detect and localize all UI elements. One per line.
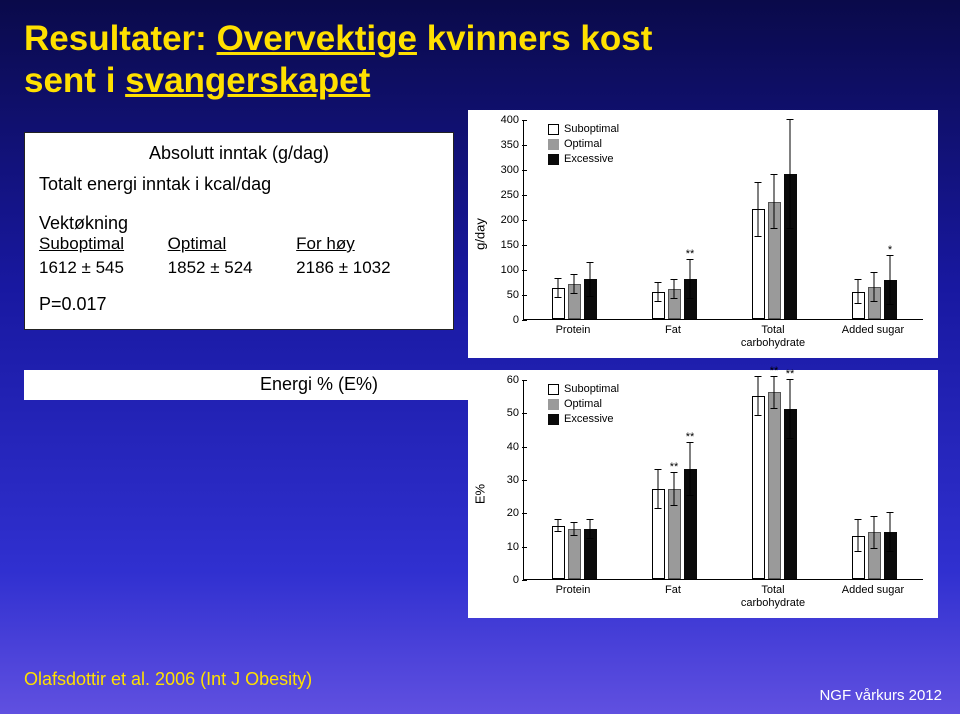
swatch-exc-icon [548,154,559,165]
ytick: 50 [494,407,519,419]
val-suboptimal: 1612 ± 545 [39,256,168,278]
error-bar [890,255,891,305]
sig-mark: ** [770,365,779,377]
legend-sub: Suboptimal [564,382,619,397]
swatch-opt-icon [548,399,559,410]
citation: Olafsdottir et al. 2006 (Int J Obesity) [24,669,312,690]
swatch-exc-icon [548,414,559,425]
sig-mark: ** [670,461,679,473]
col-suboptimal: Suboptimal [39,234,168,256]
error-bar [658,469,659,509]
title-part: sent i [24,61,125,100]
legend-1: Suboptimal Optimal Excessive [548,122,619,167]
legend-exc: Excessive [564,152,614,167]
sig-mark: ** [786,368,795,380]
legend-2: Suboptimal Optimal Excessive [548,382,619,427]
error-bar [558,278,559,298]
error-bar [758,182,759,237]
ytick: 300 [494,164,519,176]
error-bar [674,279,675,299]
absolute-intake-label: Absolutt inntak (g/dag) [39,143,439,164]
ytick: 150 [494,239,519,251]
error-bar [690,259,691,299]
xlabel: Protein [556,584,591,597]
error-bar [890,512,891,552]
val-optimal: 1852 ± 524 [168,256,297,278]
error-bar [558,519,559,532]
legend-opt: Optimal [564,137,602,152]
sig-mark: * [888,244,892,256]
ytick: 30 [494,474,519,486]
error-bar [774,174,775,229]
legend-exc: Excessive [564,412,614,427]
p-value: P=0.017 [39,294,439,315]
ytick: 60 [494,374,519,386]
bar-opt [568,529,581,579]
ytick: 0 [494,314,519,326]
weight-gain-label: Vektøkning [39,213,439,234]
ytick: 0 [494,574,519,586]
sig-mark: ** [686,431,695,443]
sig-mark: ** [686,248,695,260]
title-underline-2: svangerskapet [125,61,370,100]
ytick: 50 [494,289,519,301]
xlabel: Added sugar [842,584,904,597]
ytick: 100 [494,264,519,276]
title-part: kvinners kost [417,19,652,58]
xlabel: Totalcarbohydrate [741,584,805,609]
ytick: 200 [494,214,519,226]
energy-percent-label: Energi % (E%) [260,374,378,395]
error-bar [590,262,591,297]
course-footer: NGF vårkurs 2012 [819,687,942,704]
ylabel-epercent: E% [473,484,488,504]
intake-table: Suboptimal Optimal For høy 1612 ± 545 18… [39,234,439,278]
error-bar [874,516,875,549]
legend-sub: Suboptimal [564,122,619,137]
swatch-sub-icon [548,124,559,135]
ytick: 10 [494,541,519,553]
xlabel: Fat [665,584,681,597]
white-extension [24,370,468,400]
bar-opt [768,392,781,579]
xlabel: Fat [665,324,681,337]
ytick: 350 [494,139,519,151]
slide-title: Resultater: Overvektige kvinners kost se… [24,18,652,102]
swatch-opt-icon [548,139,559,150]
chart-gday: g/day *** Suboptimal Optimal Excessive 0… [468,110,938,358]
bar-sub [552,526,565,579]
error-bar [590,519,591,539]
error-bar [658,282,659,302]
error-bar [574,522,575,535]
error-bar [790,119,791,229]
ytick: 250 [494,189,519,201]
error-bar [874,272,875,302]
ytick: 400 [494,114,519,126]
bar-sub [752,396,765,579]
error-bar [858,279,859,304]
error-bar [574,274,575,294]
xlabel: Protein [556,324,591,337]
error-bar [858,519,859,552]
title-underline-1: Overvektige [217,19,417,58]
error-bar [790,379,791,439]
xlabel: Added sugar [842,324,904,337]
error-bar [674,472,675,505]
legend-opt: Optimal [564,397,602,412]
col-optimal: Optimal [168,234,297,256]
chart-epercent: E% ******** Suboptimal Optimal Excessive… [468,370,938,618]
ytick: 40 [494,441,519,453]
info-box: Absolutt inntak (g/dag) Totalt energi in… [24,132,454,330]
error-bar [758,376,759,416]
ytick: 20 [494,507,519,519]
error-bar [774,376,775,409]
total-energy-label: Totalt energi inntak i kcal/dag [39,174,439,195]
val-excessive: 2186 ± 1032 [296,256,439,278]
error-bar [690,442,691,495]
xlabel: Totalcarbohydrate [741,324,805,349]
ylabel-gday: g/day [472,218,487,250]
title-part: Resultater: [24,19,217,58]
col-excessive: For høy [296,234,439,256]
swatch-sub-icon [548,384,559,395]
